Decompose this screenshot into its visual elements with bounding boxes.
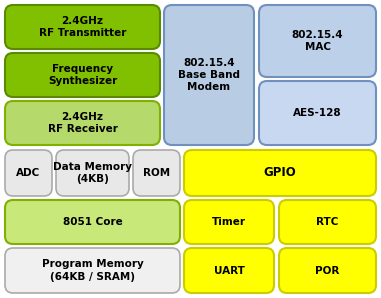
FancyBboxPatch shape bbox=[184, 200, 274, 244]
Text: GPIO: GPIO bbox=[264, 167, 296, 179]
Text: Frequency
Synthesizer: Frequency Synthesizer bbox=[48, 64, 117, 86]
Text: AES-128: AES-128 bbox=[293, 108, 342, 118]
FancyBboxPatch shape bbox=[259, 5, 376, 77]
FancyBboxPatch shape bbox=[133, 150, 180, 196]
FancyBboxPatch shape bbox=[5, 101, 160, 145]
FancyBboxPatch shape bbox=[5, 53, 160, 97]
Text: Data Memory
(4KB): Data Memory (4KB) bbox=[53, 162, 132, 184]
Text: 2.4GHz
RF Transmitter: 2.4GHz RF Transmitter bbox=[39, 16, 126, 38]
Text: Timer: Timer bbox=[212, 217, 246, 227]
FancyBboxPatch shape bbox=[259, 81, 376, 145]
FancyBboxPatch shape bbox=[5, 5, 160, 49]
FancyBboxPatch shape bbox=[184, 248, 274, 293]
FancyBboxPatch shape bbox=[184, 150, 376, 196]
Text: UART: UART bbox=[214, 266, 245, 275]
Text: POR: POR bbox=[315, 266, 340, 275]
Text: 802.15.4
MAC: 802.15.4 MAC bbox=[292, 30, 343, 52]
Text: 8051 Core: 8051 Core bbox=[62, 217, 122, 227]
FancyBboxPatch shape bbox=[5, 150, 52, 196]
FancyBboxPatch shape bbox=[5, 200, 180, 244]
FancyBboxPatch shape bbox=[164, 5, 254, 145]
FancyBboxPatch shape bbox=[56, 150, 129, 196]
Text: ROM: ROM bbox=[143, 168, 170, 178]
Text: 802.15.4
Base Band
Modem: 802.15.4 Base Band Modem bbox=[178, 58, 240, 92]
FancyBboxPatch shape bbox=[279, 248, 376, 293]
Text: Program Memory
(64KB / SRAM): Program Memory (64KB / SRAM) bbox=[42, 259, 143, 282]
FancyBboxPatch shape bbox=[5, 248, 180, 293]
Text: RTC: RTC bbox=[316, 217, 339, 227]
Text: ADC: ADC bbox=[16, 168, 41, 178]
FancyBboxPatch shape bbox=[279, 200, 376, 244]
Text: 2.4GHz
RF Receiver: 2.4GHz RF Receiver bbox=[48, 112, 117, 134]
